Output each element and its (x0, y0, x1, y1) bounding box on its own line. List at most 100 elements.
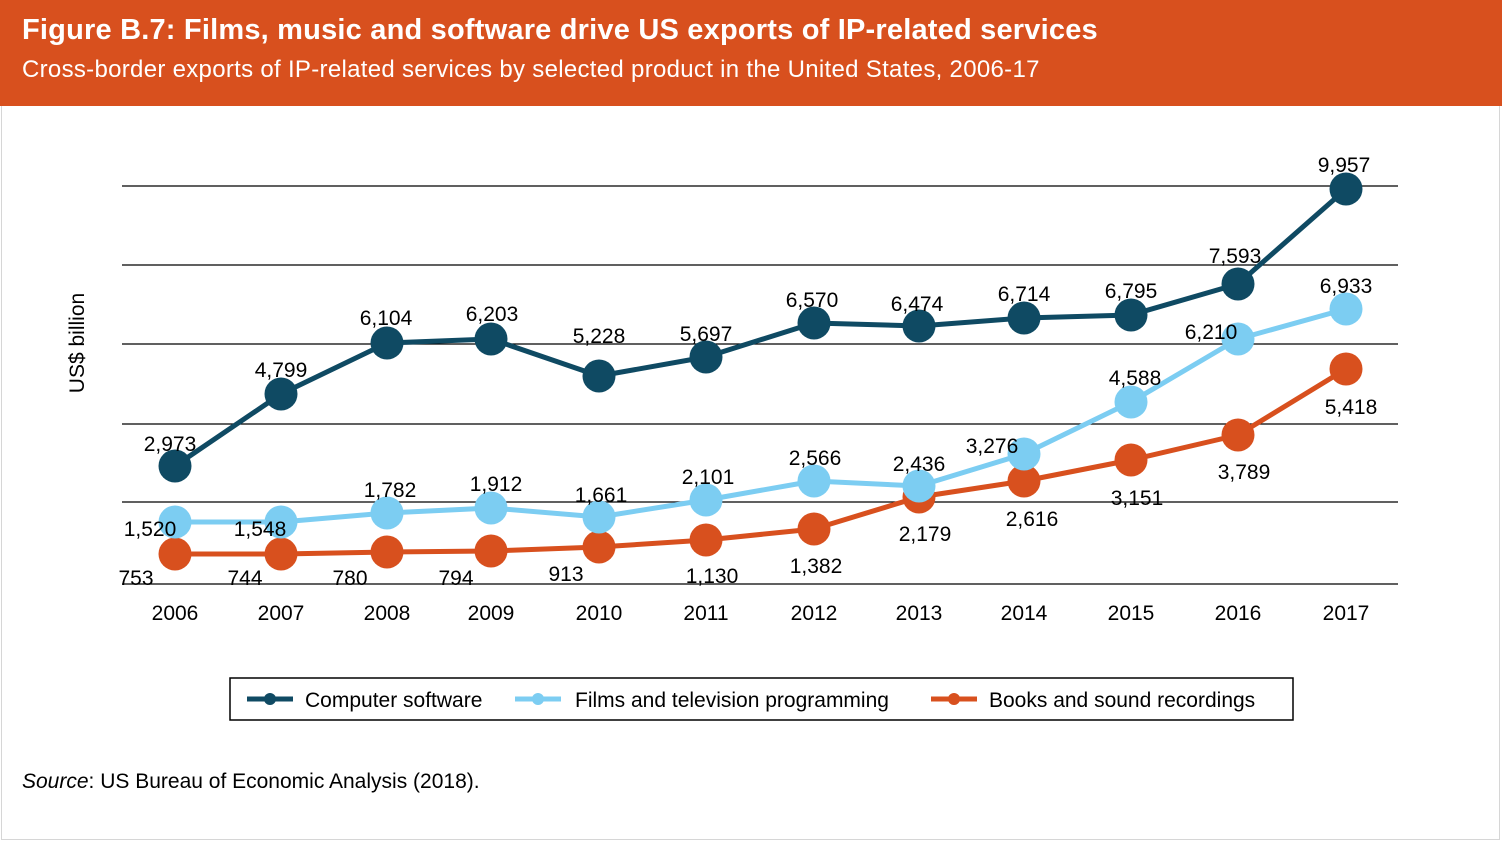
data-point (1221, 418, 1255, 452)
data-label: 6,795 (1105, 280, 1158, 303)
data-label: 1,912 (470, 473, 523, 496)
legend-swatch-marker (264, 693, 276, 705)
data-label: 6,203 (466, 303, 519, 326)
chart-subtitle: Cross-border exports of IP-related servi… (22, 56, 1040, 83)
x-tick-label: 2010 (576, 602, 623, 625)
data-label: 9,957 (1318, 154, 1371, 177)
data-point (264, 537, 298, 571)
series-line (173, 187, 1348, 469)
legend-swatch-marker (948, 693, 960, 705)
data-label: 6,474 (891, 293, 944, 316)
data-label: 780 (332, 567, 367, 590)
chart-title: Figure B.7: Films, music and software dr… (22, 14, 1098, 46)
data-point (1114, 298, 1148, 332)
x-tick-label: 2012 (791, 602, 838, 625)
source-label: Source (22, 770, 89, 793)
data-point (1329, 292, 1363, 326)
data-point (158, 449, 192, 483)
data-point (370, 326, 404, 360)
data-point (1007, 301, 1041, 335)
series-group (158, 172, 1363, 571)
data-point (1329, 172, 1363, 206)
data-label: 4,588 (1109, 367, 1162, 390)
x-tick-label: 2013 (896, 602, 943, 625)
data-point (902, 309, 936, 343)
data-label: 2,179 (899, 523, 952, 546)
source-note: Source: US Bureau of Economic Analysis (… (22, 770, 480, 794)
data-point (797, 464, 831, 498)
data-point (1114, 385, 1148, 419)
data-point (582, 500, 616, 534)
data-label: 2,566 (789, 447, 842, 470)
legend-swatch-marker (532, 693, 544, 705)
title-banner: Figure B.7: Films, music and software dr… (0, 0, 1502, 106)
data-point (582, 530, 616, 564)
data-point (158, 505, 192, 539)
data-point (1007, 437, 1041, 471)
data-label: 3,151 (1111, 487, 1164, 510)
data-point (264, 377, 298, 411)
data-label: 4,799 (255, 359, 308, 382)
data-label: 794 (438, 567, 473, 590)
data-label: 1,520 (124, 518, 177, 541)
data-label: 3,276 (966, 435, 1019, 458)
x-tick-label: 2014 (1001, 602, 1048, 625)
x-tick-label: 2006 (152, 602, 199, 625)
data-point (902, 469, 936, 503)
y-axis-label: US$ billion (66, 293, 89, 393)
x-tick-label: 2016 (1215, 602, 1262, 625)
data-point (1114, 443, 1148, 477)
data-point (797, 306, 831, 340)
data-label: 2,973 (144, 433, 197, 456)
legend: Computer software Films and television pr… (229, 677, 1294, 721)
x-tick-labels: 2006 2007 2008 2009 2010 2011 2012 2013 2014 2015… (152, 602, 1370, 625)
data-label: 5,418 (1325, 396, 1378, 419)
data-label: 3,789 (1218, 461, 1271, 484)
data-label: 2,436 (893, 453, 946, 476)
data-point (474, 491, 508, 525)
data-point (370, 535, 404, 569)
data-label: 5,228 (573, 325, 626, 348)
data-point (370, 496, 404, 530)
x-tick-label: 2017 (1323, 602, 1370, 625)
x-tick-label: 2009 (468, 602, 515, 625)
data-label: 1,782 (364, 479, 417, 502)
data-label: 913 (548, 563, 583, 586)
data-label: 753 (118, 567, 153, 590)
data-point (1007, 464, 1041, 498)
data-label: 1,661 (575, 484, 628, 507)
data-point (689, 340, 723, 374)
data-point (158, 537, 192, 571)
data-point (1221, 322, 1255, 356)
data-label: 6,714 (998, 283, 1051, 306)
x-tick-label: 2007 (258, 602, 305, 625)
legend-label: Computer software (305, 689, 482, 712)
data-point (474, 534, 508, 568)
data-labels: 2,973 4,799 6,104 6,203 5,228 5,697 6,570 6,474… (118, 154, 1377, 590)
data-label: 1,548 (234, 518, 287, 541)
data-label: 6,570 (786, 289, 839, 312)
data-point (582, 359, 616, 393)
data-label: 6,210 (1185, 321, 1238, 344)
data-point (264, 505, 298, 539)
data-label: 2,616 (1006, 508, 1059, 531)
data-point (689, 483, 723, 517)
legend-label: Films and television programming (575, 689, 889, 712)
data-label: 5,697 (680, 323, 733, 346)
data-label: 6,104 (360, 307, 413, 330)
data-label: 7,593 (1209, 245, 1262, 268)
data-label: 744 (227, 567, 262, 590)
data-label: 6,933 (1320, 275, 1373, 298)
line-chart: US$ billion 2006 2007 2008 2009 2010 2011 2012… (66, 154, 1398, 721)
legend-label: Books and sound recordings (989, 689, 1255, 712)
x-tick-label: 2011 (683, 602, 728, 625)
data-label: 1,130 (686, 565, 739, 588)
data-point (689, 523, 723, 557)
data-point (797, 512, 831, 546)
data-label: 2,101 (682, 466, 735, 489)
data-label: 1,382 (790, 555, 843, 578)
series-line (175, 366, 1348, 557)
source-text: : US Bureau of Economic Analysis (2018). (88, 770, 480, 793)
series-line (175, 306, 1347, 525)
data-point (1329, 352, 1363, 386)
